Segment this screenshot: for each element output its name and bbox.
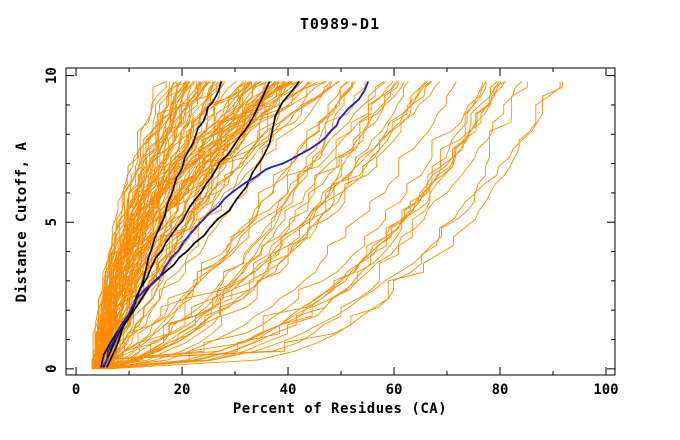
svg-text:0: 0 <box>72 382 80 398</box>
svg-text:20: 20 <box>174 382 191 398</box>
svg-text:40: 40 <box>280 382 297 398</box>
chart-title: T0989-D1 <box>299 15 381 33</box>
svg-text:5: 5 <box>44 218 60 226</box>
svg-text:60: 60 <box>386 382 403 398</box>
svg-text:80: 80 <box>492 382 509 398</box>
svg-text:10: 10 <box>44 67 60 84</box>
svg-text:0: 0 <box>44 365 60 373</box>
svg-text:100: 100 <box>593 382 618 398</box>
x-axis-label: Percent of Residues (CA) <box>232 401 448 417</box>
